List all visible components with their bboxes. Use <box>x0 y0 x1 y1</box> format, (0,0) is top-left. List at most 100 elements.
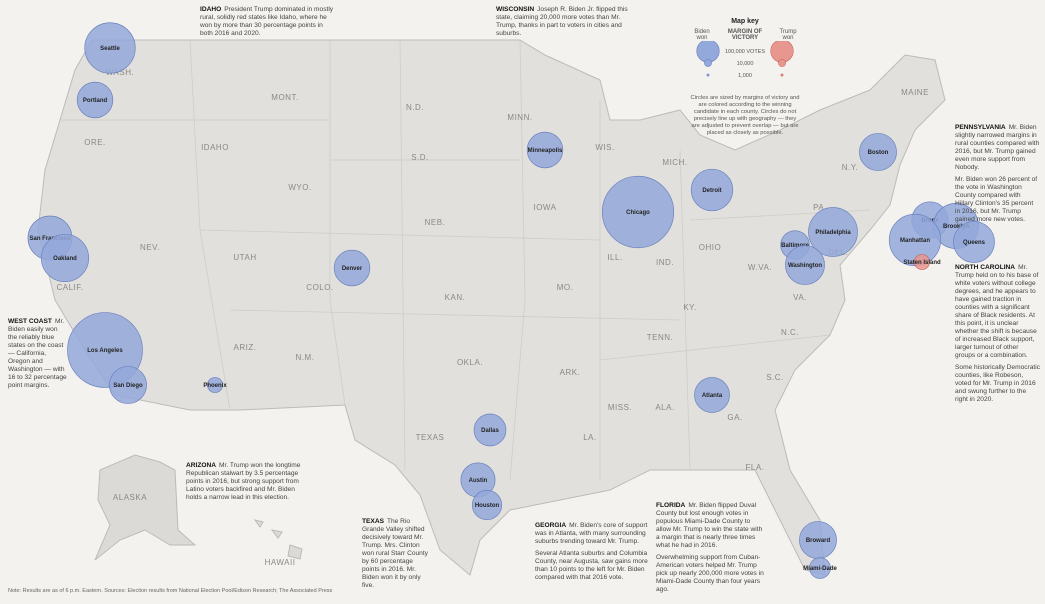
city-circle <box>888 213 942 267</box>
city-label: Miami-Dade <box>803 566 837 572</box>
annotation-heading: WISCONSIN <box>496 6 535 13</box>
annotation-paragraph: NORTH CAROLINA Mr. Trump held on to his b… <box>955 264 1040 360</box>
city-label: Atlanta <box>702 393 723 399</box>
city-circle <box>109 366 147 404</box>
city-label: San Diego <box>113 383 143 389</box>
annotation: NORTH CAROLINA Mr. Trump held on to his b… <box>955 264 1040 408</box>
state-label: NEV. <box>140 243 160 252</box>
annotation-text: Mr. Biden won 26 percent of the vote in … <box>955 176 1038 223</box>
annotation: TEXAS The Rio Grande Valley shifted decis… <box>362 518 432 594</box>
annotation-paragraph: TEXAS The Rio Grande Valley shifted decis… <box>362 518 432 590</box>
state-label: IND. <box>656 258 674 267</box>
state-label: IOWA <box>533 203 556 212</box>
city-label: Houston <box>475 503 500 509</box>
state-label: MAINE <box>901 88 929 97</box>
key-circle-trump <box>780 73 784 77</box>
key-circle-biden <box>704 59 712 67</box>
state-label: ORE. <box>84 138 106 147</box>
state-label: ALA. <box>655 403 674 412</box>
annotation-paragraph: PENNSYLVANIA Mr. Biden slightly narrowed … <box>955 124 1040 172</box>
key-size-label: 10,000 <box>737 61 754 67</box>
city-circle <box>473 413 507 447</box>
annotation: GEORGIA Mr. Biden's core of support was i… <box>535 522 650 586</box>
state-label: MINN. <box>507 113 532 122</box>
annotation-text: Mr. Biden flipped Duval County but lost … <box>656 502 763 549</box>
annotation-paragraph: Several Atlanta suburbs and Columbia Cou… <box>535 550 650 582</box>
state-label: KY. <box>683 303 696 312</box>
state-label: ALASKA <box>113 493 147 502</box>
city-label: Los Angeles <box>87 348 123 354</box>
annotation-heading: TEXAS <box>362 518 384 525</box>
state-label: CALIF. <box>56 283 83 292</box>
state-label: N.M. <box>296 353 315 362</box>
city-label: Detroit <box>702 188 721 194</box>
city-label: Denver <box>342 266 363 272</box>
city-label: Oakland <box>53 256 77 262</box>
state-label: VA. <box>793 293 807 302</box>
state-label: MO. <box>557 283 574 292</box>
key-circle-biden <box>696 39 720 63</box>
annotation-heading: FLORIDA <box>656 502 686 509</box>
city-circle <box>859 133 897 171</box>
state-label: N.Y. <box>842 163 859 172</box>
state-label: W.VA. <box>748 263 772 272</box>
state-label: OKLA. <box>457 358 483 367</box>
key-circle-trump <box>778 59 786 67</box>
annotation-text: Mr. Biden easily won the reliably blue s… <box>8 318 67 389</box>
annotation: WISCONSIN Joseph R. Biden Jr. flipped thi… <box>496 6 631 42</box>
city-label: Minneapolis <box>528 148 563 154</box>
city-label: Austin <box>469 478 488 484</box>
annotation-paragraph: FLORIDA Mr. Biden flipped Duval County bu… <box>656 502 766 550</box>
state-label: WASH. <box>106 68 134 77</box>
hawaii-inset <box>253 519 303 560</box>
state-label: IDAHO <box>201 143 229 152</box>
annotation: WEST COAST Mr. Biden easily won the relia… <box>8 318 68 394</box>
key-biden: Biden won <box>694 29 710 41</box>
city-circle <box>471 489 503 521</box>
city-label: Baltimore <box>781 243 809 249</box>
city-label: Phoenix <box>203 383 227 389</box>
key-circle-trump <box>770 39 794 63</box>
state-label: MONT. <box>271 93 298 102</box>
key-trump: Trump won <box>779 29 797 41</box>
city-circle <box>953 221 995 263</box>
city-circle <box>601 175 675 249</box>
annotation-paragraph: ARIZONA Mr. Trump won the longtime Republ… <box>186 462 311 502</box>
footer: Note: Results are as of 6 p.m. Eastern. … <box>8 588 333 594</box>
city-label: Brooklyn <box>943 224 969 230</box>
annotation-heading: PENNSYLVANIA <box>955 124 1006 131</box>
state-label: ARK. <box>560 368 581 377</box>
annotation-heading: IDAHO <box>200 6 222 13</box>
annotation-heading: ARIZONA <box>186 462 217 469</box>
annotation-paragraph: Some historically Democratic counties, l… <box>955 364 1040 404</box>
annotation-heading: WEST COAST <box>8 318 52 325</box>
annotation-heading: NORTH CAROLINA <box>955 264 1016 271</box>
state-label: KAN. <box>445 293 466 302</box>
state-borders <box>60 39 871 481</box>
city-circle <box>809 557 831 579</box>
state-label: OHIO <box>699 243 721 252</box>
map-key: Map key Biden won MARGIN OF VICTORY Trump w… <box>690 18 800 137</box>
key-size-label: 1,000 <box>738 73 752 79</box>
annotation: IDAHO President Trump dominated in mostly… <box>200 6 335 42</box>
city-circle <box>690 168 734 212</box>
city-label: Dallas <box>481 428 499 434</box>
annotation-text: Joseph R. Biden Jr. flipped this state, … <box>496 6 628 37</box>
alaska-inset <box>94 454 197 561</box>
state-label: LA. <box>583 433 597 442</box>
city-label: Broward <box>806 538 831 544</box>
city-label: San Francisco <box>29 236 70 242</box>
city-circle <box>76 81 114 119</box>
state-label: S.C. <box>766 373 784 382</box>
state-label: ARIZ. <box>234 343 257 352</box>
annotation-paragraph: WISCONSIN Joseph R. Biden Jr. flipped thi… <box>496 6 631 38</box>
state-label: COLO. <box>306 283 333 292</box>
state-label: TEXAS <box>416 433 445 442</box>
annotation-text: Mr. Biden slightly narrowed margins in r… <box>955 124 1040 171</box>
key-margin: MARGIN OF VICTORY <box>727 29 763 41</box>
key-size-label: 100,000 VOTES <box>725 49 765 55</box>
annotation-paragraph: IDAHO President Trump dominated in mostly… <box>200 6 335 38</box>
annotation-text: Mr. Trump held on to his base of white v… <box>955 264 1039 359</box>
